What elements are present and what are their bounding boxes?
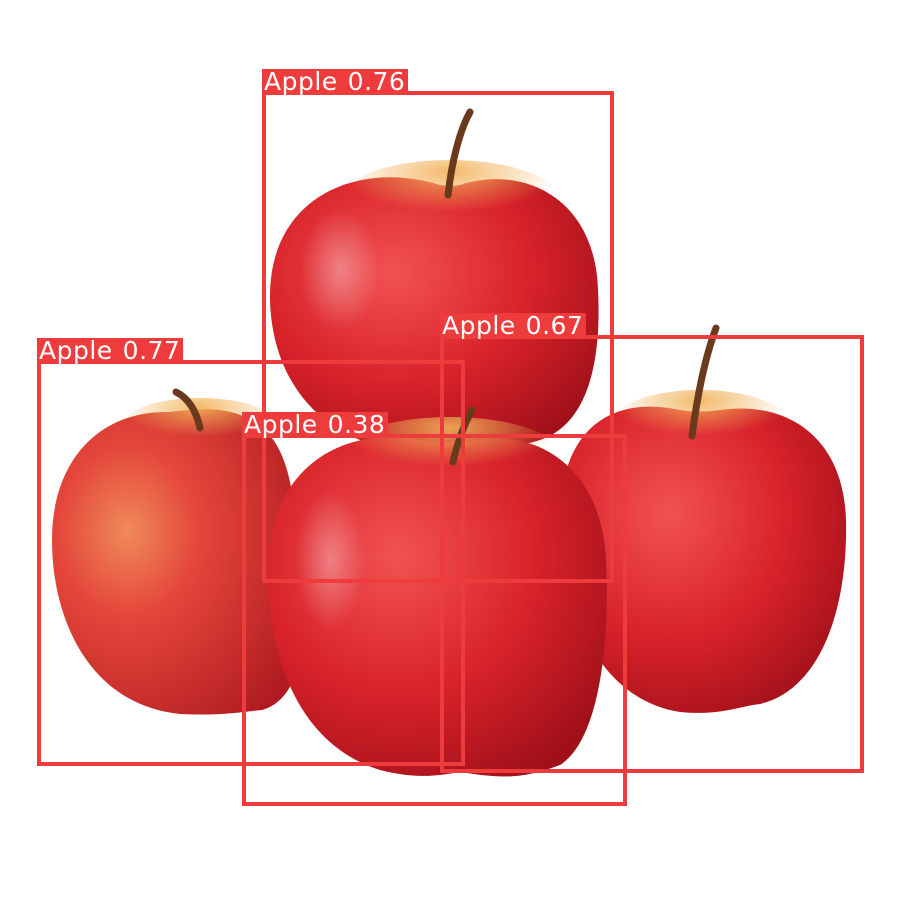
detection-class: Apple — [244, 410, 318, 439]
detection-label: Apple 0.77 — [37, 336, 184, 365]
detection-score: 0.76 — [347, 67, 406, 96]
detection-class: Apple — [264, 67, 338, 96]
detection-box — [440, 335, 864, 773]
apple-top — [269, 108, 599, 451]
detection-label: Apple 0.76 — [262, 67, 409, 96]
detection-score: 0.67 — [525, 311, 584, 340]
detection-class: Apple — [442, 311, 516, 340]
detection-label: Apple 0.38 — [242, 410, 389, 439]
detection-class: Apple — [39, 336, 113, 365]
detection-label: Apple 0.67 — [440, 311, 587, 340]
detection-score: 0.77 — [122, 336, 181, 365]
detection-score: 0.38 — [327, 410, 386, 439]
apple-left — [52, 388, 305, 715]
detection-box — [242, 434, 627, 806]
detection-box — [37, 360, 465, 766]
